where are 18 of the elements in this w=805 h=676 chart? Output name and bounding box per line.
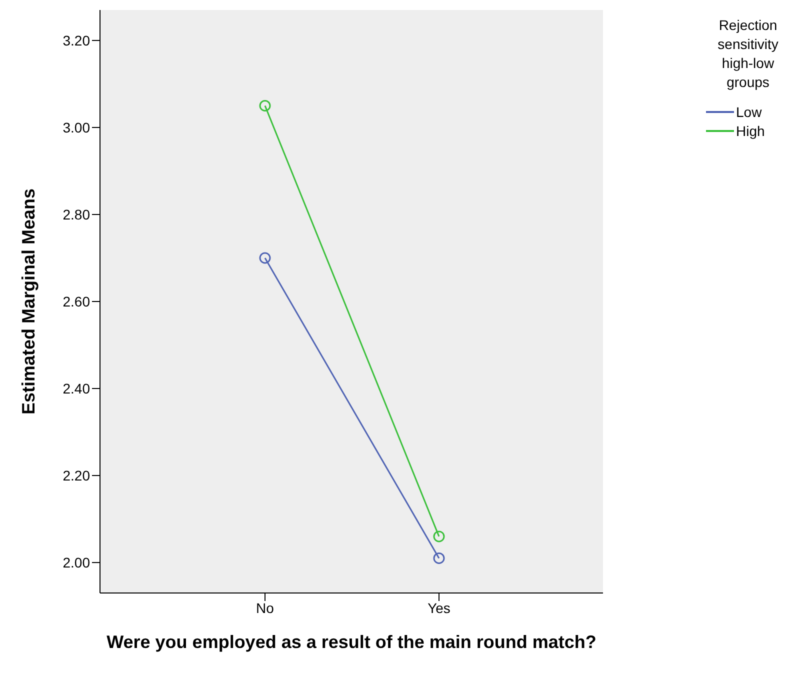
x-tick-label: Yes — [428, 600, 450, 616]
y-tick-label: 2.60 — [62, 293, 90, 310]
y-tick-label: 2.00 — [62, 554, 90, 571]
legend-label: Low — [736, 104, 762, 120]
legend-title: Rejection sensitivity high-low groups — [716, 16, 780, 92]
point — [433, 552, 445, 564]
point — [259, 100, 271, 112]
y-tick-label: 2.40 — [62, 380, 90, 396]
x-axis-title: Were you employed as a result of the main round match? — [106, 632, 596, 652]
legend-label: High — [736, 122, 765, 138]
y-tick-label: 2.20 — [62, 468, 90, 484]
y-tick-label: 3.00 — [62, 119, 90, 136]
y-axis-title: Estimated Marginal Means — [18, 188, 38, 415]
point — [259, 252, 271, 264]
y-tick-label: 2.80 — [62, 206, 90, 222]
x-tick-label: No — [256, 600, 274, 616]
point — [433, 530, 445, 542]
y-tick-label: 3.20 — [62, 32, 90, 48]
